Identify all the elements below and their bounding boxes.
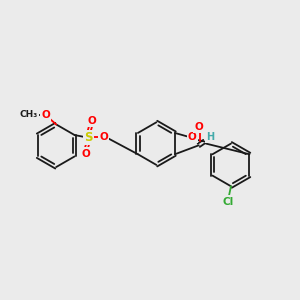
Text: H: H: [206, 132, 214, 142]
Text: O: O: [41, 110, 50, 120]
Text: O: O: [188, 132, 197, 142]
Text: O: O: [99, 132, 108, 142]
Text: O: O: [87, 116, 96, 126]
Text: O: O: [194, 122, 203, 132]
Text: O: O: [81, 148, 90, 159]
Text: S: S: [84, 131, 93, 144]
Text: Cl: Cl: [223, 196, 234, 207]
Text: CH₃: CH₃: [20, 110, 38, 119]
